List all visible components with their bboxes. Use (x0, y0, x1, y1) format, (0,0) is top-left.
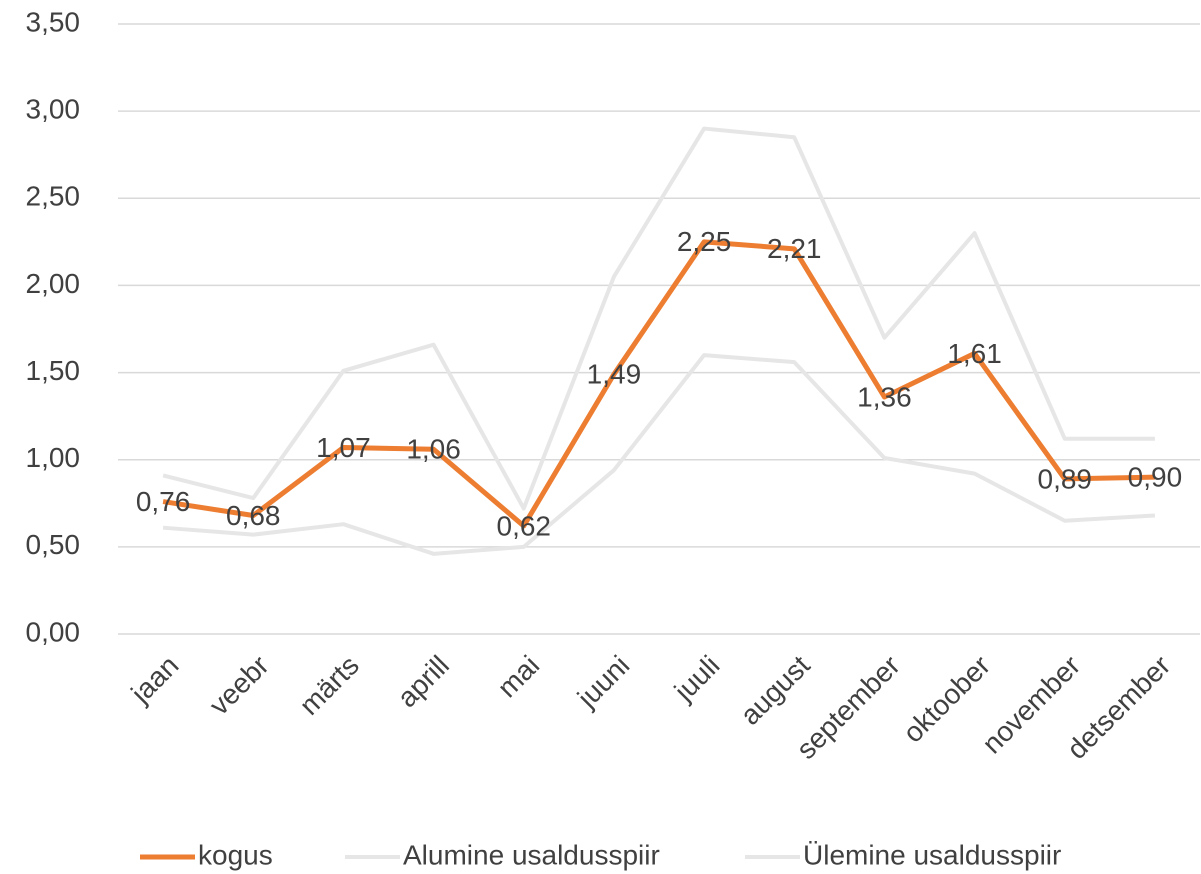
y-tick-label: 1,50 (26, 355, 81, 386)
x-tick-label: aprill (391, 650, 455, 714)
data-label: 1,07 (316, 432, 371, 463)
data-label: 0,62 (497, 510, 552, 541)
data-label: 0,90 (1128, 462, 1183, 493)
x-tick-label: mai (491, 650, 545, 704)
data-label: 0,76 (136, 486, 191, 517)
y-tick-label: 3,00 (26, 94, 81, 125)
data-label: 1,49 (587, 359, 642, 390)
x-tick-label: jaan (124, 650, 184, 710)
data-label: 0,68 (226, 500, 281, 531)
line (162, 239, 1155, 529)
data-label: 0,89 (1038, 463, 1093, 494)
line (162, 126, 1155, 511)
x-tick-label: august (734, 649, 816, 731)
data-label: 1,61 (947, 338, 1002, 369)
y-tick-label: 2,50 (26, 181, 81, 212)
y-tick-label: 0,00 (26, 616, 81, 647)
y-tick-label: 1,00 (26, 442, 81, 473)
legend-label: kogus (198, 839, 273, 870)
data-label: 2,25 (677, 226, 732, 257)
x-tick-label: juuli (668, 650, 726, 708)
y-tick-label: 3,50 (26, 6, 81, 37)
x-tick-label: märts (293, 650, 364, 721)
legend-label: Ülemine usaldusspiir (803, 839, 1061, 870)
data-label: 2,21 (767, 233, 822, 264)
data-label: 1,36 (857, 381, 912, 412)
line (162, 353, 1156, 556)
x-tick-label: juuni (571, 650, 635, 714)
x-tick-label: veebr (203, 650, 274, 721)
data-label: 1,06 (406, 434, 461, 465)
y-tick-label: 2,00 (26, 268, 81, 299)
legend-label: Alumine usaldusspiir (403, 839, 660, 870)
y-tick-label: 0,50 (26, 529, 81, 560)
